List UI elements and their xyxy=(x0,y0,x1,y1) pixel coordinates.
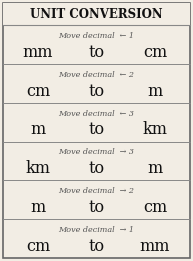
Text: Move decimal  ← 3: Move decimal ← 3 xyxy=(58,110,135,117)
Text: Move decimal  → 3: Move decimal → 3 xyxy=(58,148,135,156)
Text: mm: mm xyxy=(23,44,53,61)
Text: cm: cm xyxy=(143,44,167,61)
Text: to: to xyxy=(88,82,105,99)
Bar xyxy=(3,3,190,25)
Text: m: m xyxy=(30,199,46,216)
Text: cm: cm xyxy=(26,82,50,99)
Text: m: m xyxy=(30,121,46,138)
Text: to: to xyxy=(88,44,105,61)
Text: m: m xyxy=(147,82,163,99)
Text: to: to xyxy=(88,160,105,177)
Text: Move decimal  → 1: Move decimal → 1 xyxy=(58,226,135,234)
Text: to: to xyxy=(88,238,105,255)
Text: Move decimal  → 2: Move decimal → 2 xyxy=(58,187,135,195)
Text: cm: cm xyxy=(26,238,50,255)
Text: km: km xyxy=(142,121,168,138)
Text: to: to xyxy=(88,121,105,138)
Text: Move decimal  ← 1: Move decimal ← 1 xyxy=(58,32,135,40)
Text: UNIT CONVERSION: UNIT CONVERSION xyxy=(30,8,163,21)
Text: to: to xyxy=(88,199,105,216)
Text: mm: mm xyxy=(140,238,170,255)
Text: m: m xyxy=(147,160,163,177)
Text: Move decimal  ← 2: Move decimal ← 2 xyxy=(58,71,135,79)
Text: km: km xyxy=(25,160,51,177)
Text: cm: cm xyxy=(143,199,167,216)
